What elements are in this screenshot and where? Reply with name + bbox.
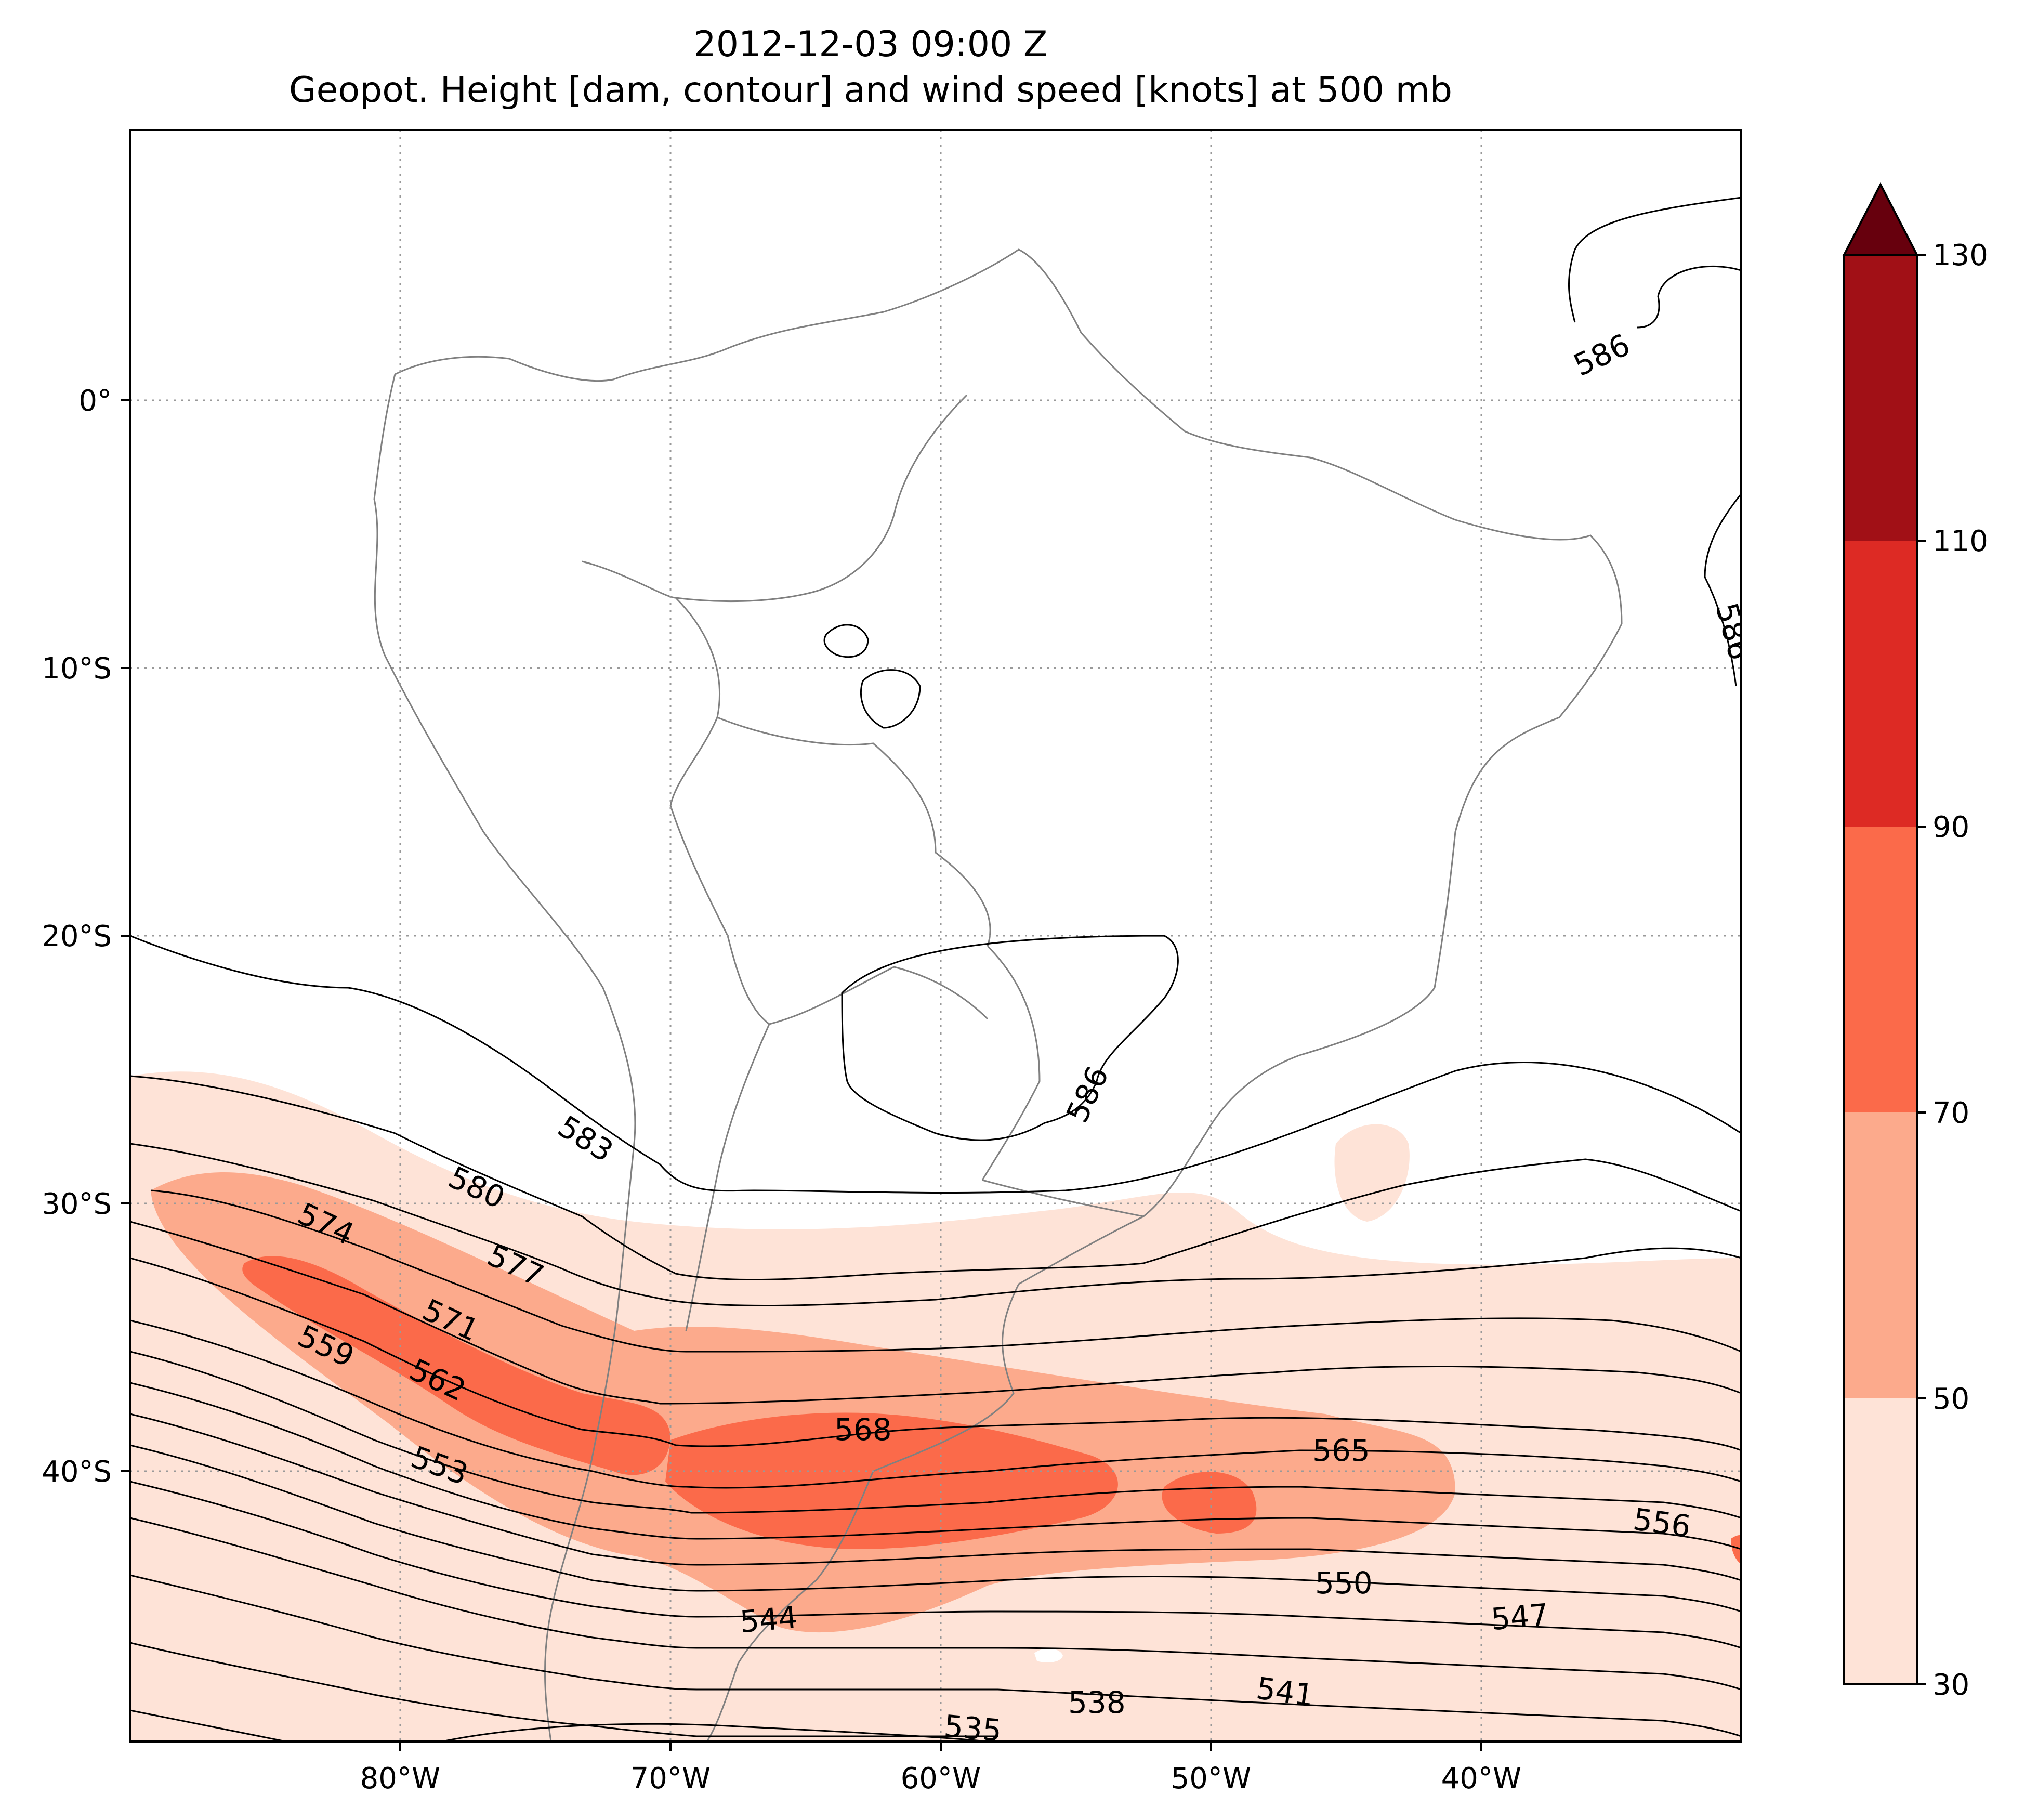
contour-562 xyxy=(130,1351,1741,1519)
contour-label-586a: 586 xyxy=(1568,327,1635,383)
lon-label-60w: 60°W xyxy=(901,1762,981,1796)
longitude-labels: 80°W 70°W 60°W 50°W 40°W xyxy=(360,1762,1522,1796)
colorbar-tick-label-90: 90 xyxy=(1932,810,1969,844)
coastlines-and-borders xyxy=(373,248,1623,1742)
contour-559 xyxy=(130,1382,1741,1550)
contour-label-586c: 586 xyxy=(1059,1061,1115,1128)
contour-586-small-1 xyxy=(823,624,869,658)
wind-band-30-50-blob-east xyxy=(1334,1124,1410,1222)
contour-label-547: 547 xyxy=(1490,1597,1550,1637)
contour-586-small-2 xyxy=(860,669,921,729)
contour-label-568: 568 xyxy=(834,1412,892,1447)
axis-ticks xyxy=(121,399,1482,1751)
lat-label-30s: 30°S xyxy=(42,1187,112,1221)
lat-label-20s: 20°S xyxy=(42,920,112,953)
country-borders xyxy=(582,394,1144,1331)
contour-label-583: 583 xyxy=(552,1108,620,1169)
contour-label-535: 535 xyxy=(943,1708,1003,1748)
contour-556 xyxy=(130,1413,1741,1581)
colorbar-tick-label-70: 70 xyxy=(1932,1096,1969,1130)
colorbar: 30 50 70 90 110 130 xyxy=(1842,182,1988,1702)
contour-544 xyxy=(130,1574,1741,1737)
latitude-labels: 0° 10°S 20°S 30°S 40°S xyxy=(42,384,112,1489)
contour-label-544: 544 xyxy=(739,1600,799,1640)
contour-565 xyxy=(130,1319,1741,1489)
colorbar-bin-50-70 xyxy=(1844,1112,1917,1398)
contour-586-ne-inner xyxy=(1637,265,1741,329)
contour-535 xyxy=(441,1723,988,1742)
contour-586-ne xyxy=(1568,197,1741,323)
contour-label-565: 565 xyxy=(1312,1433,1370,1468)
colorbar-tick-label-30: 30 xyxy=(1932,1668,1969,1702)
colorbar-tick-label-130: 130 xyxy=(1932,239,1988,272)
contour-577 xyxy=(130,1143,1741,1307)
contour-label-556: 556 xyxy=(1631,1501,1693,1544)
colorbar-frame xyxy=(1843,254,1918,1685)
colorbar-extend-triangle xyxy=(1842,182,1919,256)
geopotential-contours xyxy=(130,197,1741,1742)
wind-band-70-90-west xyxy=(242,1256,670,1475)
contour-label-550: 550 xyxy=(1315,1565,1373,1601)
colorbar-bin-70-90 xyxy=(1844,827,1917,1112)
contour-583 xyxy=(130,935,1741,1194)
contour-568 xyxy=(130,1257,1741,1451)
colorbar-bin-90-110 xyxy=(1844,541,1917,827)
lon-label-50w: 50°W xyxy=(1171,1762,1252,1796)
wind-band-70-90-edge xyxy=(1731,1535,1741,1564)
contour-580 xyxy=(130,1075,1741,1281)
colorbar-tick-label-50: 50 xyxy=(1932,1382,1969,1416)
map-title-line1: 2012-12-03 09:00 Z xyxy=(693,24,1048,65)
lon-label-80w: 80°W xyxy=(360,1762,441,1796)
contour-550 xyxy=(130,1481,1741,1649)
lat-label-0: 0° xyxy=(78,384,112,418)
colorbar-bin-30-50 xyxy=(1844,1398,1917,1684)
colorbar-bins xyxy=(1844,255,1917,1684)
contour-547 xyxy=(130,1517,1741,1691)
wind-band-50-70 xyxy=(151,1172,1455,1633)
colorbar-ticks: 30 50 70 90 110 130 xyxy=(1917,239,1988,1702)
wind-speed-shading xyxy=(130,1071,1741,1742)
contour-538 xyxy=(130,1709,286,1742)
contour-label-541: 541 xyxy=(1254,1670,1316,1713)
south-america-coastline xyxy=(373,248,1623,1742)
lon-label-40w: 40°W xyxy=(1441,1762,1522,1796)
contour-label-538: 538 xyxy=(1068,1685,1126,1720)
contour-586-paraguay xyxy=(841,935,1179,1141)
lat-label-10s: 10°S xyxy=(42,652,112,686)
contour-571 xyxy=(130,1221,1741,1405)
map-plot-area: 586 586 586 583 580 577 574 571 568 565 … xyxy=(130,130,1757,1748)
map-title-line2: Geopot. Height [dam, contour] and wind s… xyxy=(288,70,1453,111)
lat-label-40s: 40°S xyxy=(42,1455,112,1489)
wind-band-70-90-central xyxy=(665,1412,1118,1549)
contour-574 xyxy=(150,1189,1741,1353)
lon-label-70w: 70°W xyxy=(630,1762,711,1796)
contour-label-586b: 586 xyxy=(1708,599,1757,664)
colorbar-bin-110-130 xyxy=(1844,255,1917,541)
contour-553 xyxy=(130,1444,1741,1613)
colorbar-tick-label-110: 110 xyxy=(1932,525,1988,558)
wind-gap-white xyxy=(1034,1648,1063,1662)
contour-586-east xyxy=(1704,493,1741,687)
